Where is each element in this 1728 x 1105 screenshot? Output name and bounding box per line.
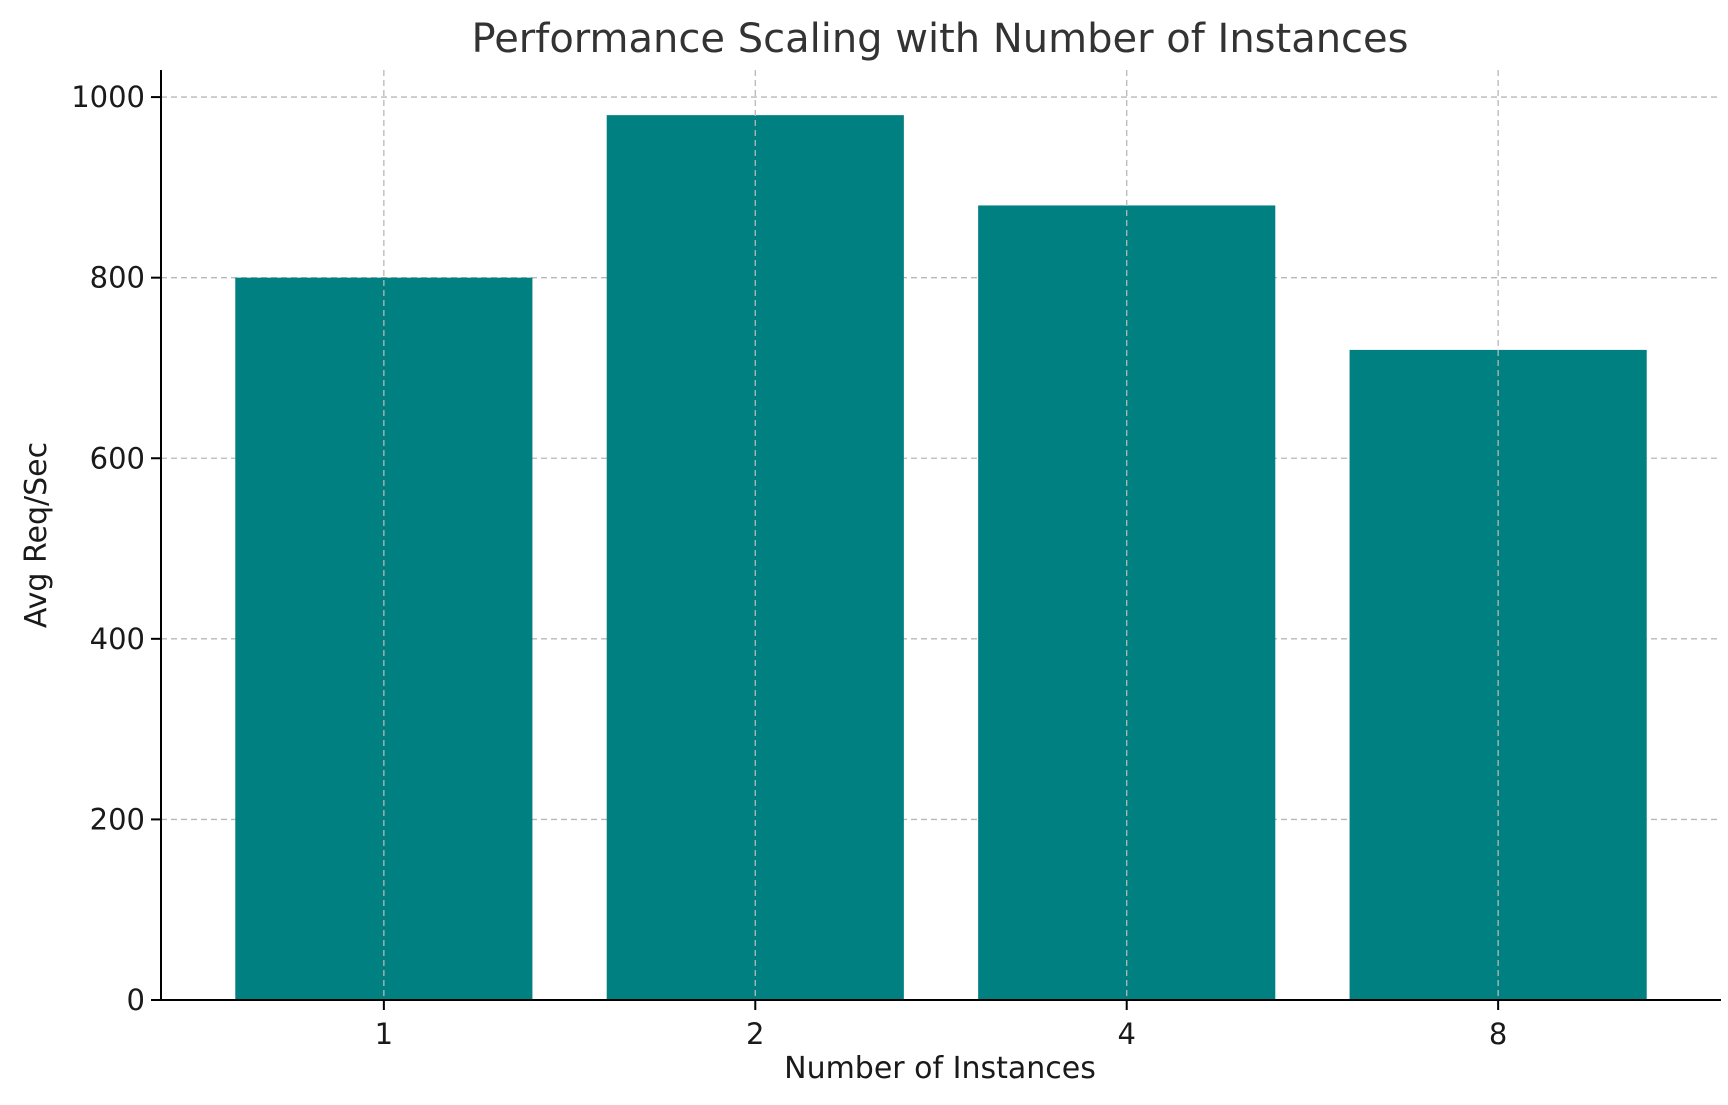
y-tick-label: 0 [127, 983, 145, 1017]
x-tick-label: 1 [375, 1017, 393, 1051]
bars-layer [235, 115, 1647, 1000]
bar-1 [235, 277, 533, 1000]
x-tick-label: 8 [1489, 1017, 1507, 1051]
ticks-layer: 0 200 400 600 800 1000 1 2 4 8 [71, 80, 1507, 1051]
chart-title: Performance Scaling with Number of Insta… [472, 16, 1409, 62]
axes-layer [160, 70, 1721, 1001]
y-tick-label: 200 [90, 802, 145, 836]
y-axis-label: Avg Req/Sec [19, 442, 54, 628]
y-tick-label: 1000 [71, 80, 145, 114]
x-axis-label: Number of Instances [784, 1051, 1096, 1086]
y-tick-label: 800 [90, 261, 145, 295]
x-tick-label: 2 [746, 1017, 764, 1051]
vertical-grid-layer [383, 70, 1499, 1000]
y-tick-label: 600 [90, 441, 145, 475]
bar-2 [606, 115, 904, 1000]
y-tick-label: 400 [90, 622, 145, 656]
x-tick-label: 4 [1117, 1017, 1135, 1051]
